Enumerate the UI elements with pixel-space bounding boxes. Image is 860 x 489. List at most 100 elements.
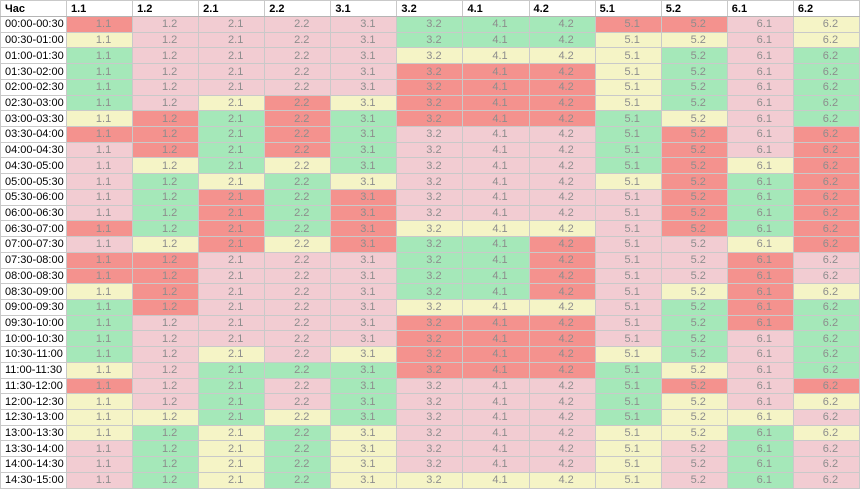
heat-cell-3.1[interactable]: 3.1: [330, 173, 398, 190]
heat-cell-6.1[interactable]: 6.1: [726, 298, 794, 316]
heat-cell-5.2[interactable]: 5.2: [660, 47, 728, 65]
heat-cell-1.1[interactable]: 1.1: [65, 346, 134, 363]
heat-cell-1.1[interactable]: 1.1: [65, 110, 134, 128]
heat-cell-4.2[interactable]: 4.2: [528, 78, 596, 96]
heat-cell-5.1[interactable]: 5.1: [594, 157, 662, 175]
heat-cell-4.2[interactable]: 4.2: [528, 31, 596, 49]
heat-cell-6.1[interactable]: 6.1: [726, 141, 794, 159]
heat-cell-5.2[interactable]: 5.2: [660, 361, 728, 379]
heat-cell-3.1[interactable]: 3.1: [330, 63, 398, 80]
heat-cell-5.2[interactable]: 5.2: [660, 471, 728, 489]
heat-cell-6.2[interactable]: 6.2: [792, 283, 860, 300]
heat-cell-2.1[interactable]: 2.1: [198, 361, 266, 379]
heat-cell-3.2[interactable]: 3.2: [396, 63, 464, 80]
heat-cell-2.1[interactable]: 2.1: [198, 220, 266, 238]
heat-cell-3.1[interactable]: 3.1: [330, 267, 398, 285]
heat-cell-1.1[interactable]: 1.1: [65, 440, 134, 458]
heat-cell-5.1[interactable]: 5.1: [594, 471, 662, 489]
heat-cell-2.2[interactable]: 2.2: [264, 204, 332, 222]
heat-cell-6.1[interactable]: 6.1: [726, 110, 794, 128]
heat-cell-3.2[interactable]: 3.2: [396, 78, 464, 96]
heat-cell-5.2[interactable]: 5.2: [660, 157, 728, 175]
heat-cell-4.1[interactable]: 4.1: [462, 377, 530, 395]
heat-cell-1.1[interactable]: 1.1: [65, 16, 134, 33]
heat-cell-3.1[interactable]: 3.1: [330, 126, 398, 143]
heat-cell-6.1[interactable]: 6.1: [726, 31, 794, 49]
heat-cell-3.2[interactable]: 3.2: [396, 188, 464, 206]
heat-cell-2.1[interactable]: 2.1: [198, 16, 266, 33]
heat-cell-3.2[interactable]: 3.2: [396, 471, 464, 489]
heat-cell-1.2[interactable]: 1.2: [132, 440, 200, 458]
heat-cell-2.2[interactable]: 2.2: [264, 47, 332, 65]
heat-cell-3.1[interactable]: 3.1: [330, 424, 398, 442]
heat-cell-6.1[interactable]: 6.1: [726, 188, 794, 206]
heat-cell-1.2[interactable]: 1.2: [132, 298, 200, 316]
heat-cell-1.1[interactable]: 1.1: [65, 236, 134, 253]
heat-cell-1.1[interactable]: 1.1: [65, 204, 134, 222]
heat-cell-1.2[interactable]: 1.2: [132, 236, 200, 253]
heat-cell-3.1[interactable]: 3.1: [330, 31, 398, 49]
heat-cell-3.1[interactable]: 3.1: [330, 220, 398, 238]
heat-cell-5.2[interactable]: 5.2: [660, 283, 728, 300]
heat-cell-5.1[interactable]: 5.1: [594, 173, 662, 190]
heat-cell-1.1[interactable]: 1.1: [65, 283, 134, 300]
heat-cell-1.2[interactable]: 1.2: [132, 408, 200, 426]
heat-cell-5.2[interactable]: 5.2: [660, 330, 728, 348]
heat-cell-1.2[interactable]: 1.2: [132, 361, 200, 379]
heat-cell-3.1[interactable]: 3.1: [330, 188, 398, 206]
heat-cell-6.2[interactable]: 6.2: [792, 251, 860, 269]
heat-cell-3.2[interactable]: 3.2: [396, 110, 464, 128]
heat-cell-5.2[interactable]: 5.2: [660, 94, 728, 112]
heat-cell-5.1[interactable]: 5.1: [594, 236, 662, 253]
heat-cell-6.2[interactable]: 6.2: [792, 110, 860, 128]
heat-cell-3.2[interactable]: 3.2: [396, 204, 464, 222]
heat-cell-5.2[interactable]: 5.2: [660, 440, 728, 458]
heat-cell-3.1[interactable]: 3.1: [330, 236, 398, 253]
heat-cell-5.1[interactable]: 5.1: [594, 78, 662, 96]
heat-cell-5.2[interactable]: 5.2: [660, 424, 728, 442]
heat-cell-5.2[interactable]: 5.2: [660, 346, 728, 363]
heat-cell-5.1[interactable]: 5.1: [594, 298, 662, 316]
heat-cell-3.2[interactable]: 3.2: [396, 456, 464, 473]
heat-cell-1.2[interactable]: 1.2: [132, 31, 200, 49]
heat-cell-5.2[interactable]: 5.2: [660, 267, 728, 285]
heat-cell-2.2[interactable]: 2.2: [264, 251, 332, 269]
heat-cell-5.1[interactable]: 5.1: [594, 346, 662, 363]
heat-cell-6.2[interactable]: 6.2: [792, 424, 860, 442]
heat-cell-4.2[interactable]: 4.2: [528, 220, 596, 238]
heat-cell-6.1[interactable]: 6.1: [726, 204, 794, 222]
heat-cell-5.1[interactable]: 5.1: [594, 440, 662, 458]
heat-cell-2.1[interactable]: 2.1: [198, 204, 266, 222]
heat-cell-6.2[interactable]: 6.2: [792, 408, 860, 426]
heat-cell-6.2[interactable]: 6.2: [792, 204, 860, 222]
heat-cell-1.1[interactable]: 1.1: [65, 471, 134, 489]
heat-cell-1.2[interactable]: 1.2: [132, 16, 200, 33]
heat-cell-1.2[interactable]: 1.2: [132, 424, 200, 442]
heat-cell-3.2[interactable]: 3.2: [396, 346, 464, 363]
heat-cell-4.2[interactable]: 4.2: [528, 330, 596, 348]
heat-cell-5.1[interactable]: 5.1: [594, 361, 662, 379]
heat-cell-1.1[interactable]: 1.1: [65, 173, 134, 190]
heat-cell-2.2[interactable]: 2.2: [264, 393, 332, 410]
heat-cell-1.2[interactable]: 1.2: [132, 157, 200, 175]
heat-cell-1.2[interactable]: 1.2: [132, 456, 200, 473]
heat-cell-1.1[interactable]: 1.1: [65, 408, 134, 426]
heat-cell-3.1[interactable]: 3.1: [330, 361, 398, 379]
heat-cell-4.2[interactable]: 4.2: [528, 361, 596, 379]
heat-cell-4.1[interactable]: 4.1: [462, 424, 530, 442]
heat-cell-2.1[interactable]: 2.1: [198, 236, 266, 253]
heat-cell-2.2[interactable]: 2.2: [264, 267, 332, 285]
heat-cell-6.1[interactable]: 6.1: [726, 94, 794, 112]
heat-cell-5.1[interactable]: 5.1: [594, 141, 662, 159]
heat-cell-3.2[interactable]: 3.2: [396, 16, 464, 33]
heat-cell-4.1[interactable]: 4.1: [462, 157, 530, 175]
heat-cell-5.1[interactable]: 5.1: [594, 204, 662, 222]
heat-cell-1.2[interactable]: 1.2: [132, 126, 200, 143]
heat-cell-4.2[interactable]: 4.2: [528, 346, 596, 363]
heat-cell-1.1[interactable]: 1.1: [65, 188, 134, 206]
heat-cell-3.2[interactable]: 3.2: [396, 408, 464, 426]
heat-cell-6.2[interactable]: 6.2: [792, 346, 860, 363]
heat-cell-6.2[interactable]: 6.2: [792, 188, 860, 206]
heat-cell-5.1[interactable]: 5.1: [594, 126, 662, 143]
heat-cell-4.2[interactable]: 4.2: [528, 283, 596, 300]
